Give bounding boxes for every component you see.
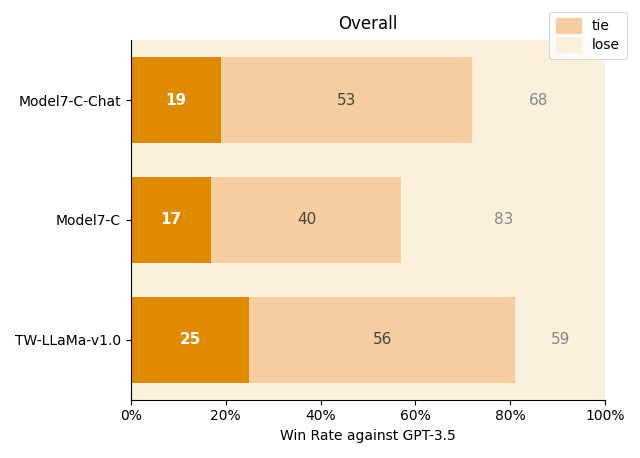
Bar	[131, 177, 211, 263]
Text: 25: 25	[179, 333, 201, 347]
Text: 53: 53	[337, 93, 356, 108]
Bar	[131, 297, 250, 383]
Text: 83: 83	[493, 213, 513, 228]
Text: 17: 17	[161, 213, 182, 228]
Text: 19: 19	[165, 93, 186, 108]
Title: Overall: Overall	[339, 15, 397, 33]
Bar	[131, 57, 221, 143]
Legend: tie, lose: tie, lose	[548, 11, 627, 59]
Text: 40: 40	[297, 213, 316, 228]
Text: 59: 59	[550, 333, 570, 347]
Bar	[211, 177, 401, 263]
Bar	[221, 57, 472, 143]
Bar	[250, 297, 515, 383]
Text: 56: 56	[372, 333, 392, 347]
X-axis label: Win Rate against GPT-3.5: Win Rate against GPT-3.5	[280, 429, 456, 443]
Text: 68: 68	[529, 93, 548, 108]
